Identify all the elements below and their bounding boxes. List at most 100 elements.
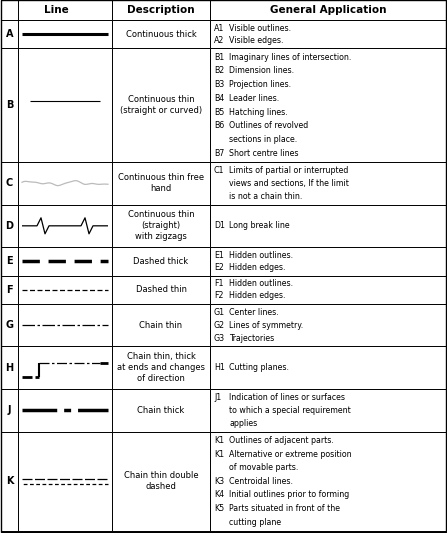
Bar bbox=[1, 276, 18, 304]
Text: Dashed thick: Dashed thick bbox=[134, 257, 189, 266]
Text: Hatching lines.: Hatching lines. bbox=[229, 108, 288, 117]
Text: J: J bbox=[8, 406, 11, 415]
Bar bbox=[18, 20, 112, 49]
Text: Description: Description bbox=[127, 5, 195, 15]
Text: Indication of lines or surfaces: Indication of lines or surfaces bbox=[229, 393, 345, 402]
Text: K3: K3 bbox=[214, 477, 224, 486]
Text: Center lines.: Center lines. bbox=[229, 308, 279, 317]
Text: Projection lines.: Projection lines. bbox=[229, 80, 291, 89]
Text: E1: E1 bbox=[214, 251, 224, 260]
Bar bbox=[112, 162, 210, 205]
Text: Chain thin, thick
at ends and changes
of direction: Chain thin, thick at ends and changes of… bbox=[117, 352, 205, 383]
Bar bbox=[18, 276, 112, 304]
Text: Lines of symmetry.: Lines of symmetry. bbox=[229, 321, 303, 330]
Text: B4: B4 bbox=[214, 94, 224, 103]
Bar bbox=[210, 49, 446, 162]
Bar bbox=[1, 0, 112, 20]
Bar bbox=[18, 162, 112, 205]
Bar bbox=[1, 432, 18, 531]
Text: G2: G2 bbox=[214, 321, 225, 330]
Text: Continuous thin
(straight or curved): Continuous thin (straight or curved) bbox=[120, 95, 202, 115]
Text: F: F bbox=[6, 285, 13, 295]
Bar bbox=[18, 432, 112, 531]
Bar bbox=[210, 276, 446, 304]
Text: A1: A1 bbox=[214, 23, 224, 33]
Bar bbox=[1, 304, 18, 346]
Text: K1: K1 bbox=[214, 450, 224, 458]
Bar bbox=[1, 20, 18, 49]
Bar bbox=[112, 247, 210, 276]
Text: Chain thick: Chain thick bbox=[137, 406, 185, 415]
Bar bbox=[1, 162, 18, 205]
Text: Trajectories: Trajectories bbox=[229, 334, 274, 343]
Bar bbox=[210, 0, 446, 20]
Text: Hidden edges.: Hidden edges. bbox=[229, 263, 286, 272]
Text: Continuous thin
(straight)
with zigzags: Continuous thin (straight) with zigzags bbox=[128, 210, 194, 241]
Text: B2: B2 bbox=[214, 67, 224, 76]
Text: Line: Line bbox=[44, 5, 69, 15]
Text: E: E bbox=[6, 256, 13, 266]
Bar bbox=[18, 304, 112, 346]
Bar bbox=[18, 247, 112, 276]
Text: Visible outlines.: Visible outlines. bbox=[229, 23, 291, 33]
Text: Visible edges.: Visible edges. bbox=[229, 36, 283, 45]
Text: Chain thin double
dashed: Chain thin double dashed bbox=[124, 471, 198, 491]
Text: G3: G3 bbox=[214, 334, 225, 343]
Text: F2: F2 bbox=[214, 292, 224, 301]
Text: Outlines of revolved: Outlines of revolved bbox=[229, 121, 308, 130]
Text: Initial outlines prior to forming: Initial outlines prior to forming bbox=[229, 490, 349, 499]
Bar bbox=[210, 205, 446, 247]
Text: B3: B3 bbox=[214, 80, 224, 89]
Text: Hidden outlines.: Hidden outlines. bbox=[229, 251, 293, 260]
Text: K5: K5 bbox=[214, 504, 224, 513]
Text: A: A bbox=[6, 29, 13, 39]
Text: Continuous thick: Continuous thick bbox=[126, 30, 196, 39]
Text: is not a chain thin.: is not a chain thin. bbox=[229, 192, 302, 200]
Text: B1: B1 bbox=[214, 53, 224, 62]
Text: Limits of partial or interrupted: Limits of partial or interrupted bbox=[229, 166, 348, 175]
Text: H1: H1 bbox=[214, 364, 225, 372]
Bar bbox=[1, 49, 18, 162]
Text: Centroidal lines.: Centroidal lines. bbox=[229, 477, 293, 486]
Bar bbox=[112, 304, 210, 346]
Text: D1: D1 bbox=[214, 221, 225, 230]
Text: Continuous thin free
hand: Continuous thin free hand bbox=[118, 173, 204, 193]
Text: Imaginary lines of intersection.: Imaginary lines of intersection. bbox=[229, 53, 351, 62]
Text: General Application: General Application bbox=[270, 5, 386, 15]
Text: Dimension lines.: Dimension lines. bbox=[229, 67, 294, 76]
Text: Dashed thin: Dashed thin bbox=[135, 285, 186, 294]
Text: Parts situated in front of the: Parts situated in front of the bbox=[229, 504, 340, 513]
Bar bbox=[210, 162, 446, 205]
Bar bbox=[112, 276, 210, 304]
Bar bbox=[1, 247, 18, 276]
Text: views and sections, If the limit: views and sections, If the limit bbox=[229, 179, 349, 188]
Text: J1: J1 bbox=[214, 393, 221, 402]
Text: E2: E2 bbox=[214, 263, 224, 272]
Bar bbox=[18, 389, 112, 432]
Bar bbox=[210, 346, 446, 389]
Bar bbox=[18, 346, 112, 389]
Text: B7: B7 bbox=[214, 149, 224, 158]
Text: Cutting planes.: Cutting planes. bbox=[229, 364, 289, 372]
Text: Chain thin: Chain thin bbox=[139, 321, 182, 330]
Bar bbox=[210, 304, 446, 346]
Bar bbox=[210, 247, 446, 276]
Text: C1: C1 bbox=[214, 166, 224, 175]
Bar bbox=[1, 346, 18, 389]
Bar bbox=[112, 49, 210, 162]
Bar bbox=[112, 205, 210, 247]
Text: F1: F1 bbox=[214, 279, 224, 288]
Text: applies: applies bbox=[229, 419, 257, 428]
Text: K: K bbox=[6, 477, 13, 486]
Text: Long break line: Long break line bbox=[229, 221, 290, 230]
Text: Hidden outlines.: Hidden outlines. bbox=[229, 279, 293, 288]
Bar bbox=[112, 346, 210, 389]
Text: of movable parts.: of movable parts. bbox=[229, 463, 299, 472]
Text: Alternative or extreme position: Alternative or extreme position bbox=[229, 450, 352, 458]
Bar bbox=[112, 0, 210, 20]
Text: B5: B5 bbox=[214, 108, 224, 117]
Text: B6: B6 bbox=[214, 121, 224, 130]
Text: B: B bbox=[6, 100, 13, 110]
Bar bbox=[210, 20, 446, 49]
Bar bbox=[210, 389, 446, 432]
